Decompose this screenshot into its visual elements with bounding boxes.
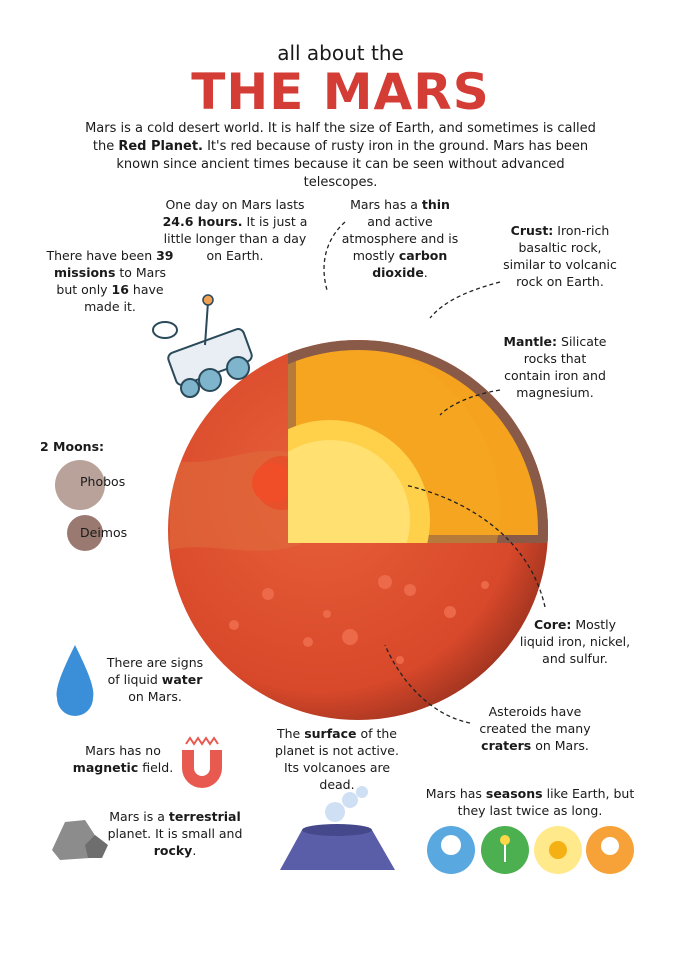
text: There are signs of liquid [106, 655, 204, 687]
text: There have been [46, 248, 157, 263]
magnet-icon [182, 736, 222, 788]
text: field. [138, 760, 174, 775]
bold-text: thin [421, 197, 450, 212]
text: . [192, 843, 197, 858]
moon-label: Phobos [80, 474, 126, 489]
moon-phobos [55, 460, 105, 510]
bold-text: Crust: [510, 223, 554, 238]
text: One day on Mars lasts [165, 197, 305, 212]
bold-text: carbon dioxide [372, 248, 448, 280]
bold-text: Red Planet. [118, 139, 203, 154]
bold-text: surface [304, 726, 357, 741]
text: on Mars. [128, 689, 182, 704]
text: Mars has a [350, 197, 422, 212]
fact-atmosphere: Mars has a thin and active atmosphere an… [340, 196, 460, 281]
pointer-lines [323, 221, 546, 724]
season-icons [427, 826, 634, 874]
text: . [423, 265, 428, 280]
text: planet. It is small and [107, 826, 243, 841]
title: THE MARS [191, 63, 490, 121]
moons-title: 2 Moons: [40, 439, 105, 454]
rocks-icon [52, 820, 108, 860]
fact-terrestrial: Mars is a terrestrial planet. It is smal… [105, 808, 245, 859]
planet-details [170, 340, 548, 664]
text: like Earth, but they last twice as long. [457, 786, 635, 818]
water-icon [56, 645, 94, 716]
bold-text: terrestrial [168, 809, 241, 824]
fact-mantle: Mantle: Silicate rocks that contain iron… [500, 333, 610, 401]
text: It's red because of rusty iron in the gr… [116, 139, 589, 190]
text: have made it. [84, 282, 164, 314]
bold-text: Core: [533, 617, 572, 632]
bold-text: 39 missions [54, 248, 174, 280]
text: Mostly liquid iron, nickel, and sulfur. [519, 617, 631, 666]
fact-seasons: Mars has seasons like Earth, but they la… [425, 785, 635, 819]
moon-label: Deimos [80, 525, 128, 540]
fact-core: Core: Mostly liquid iron, nickel, and su… [515, 616, 635, 667]
text: Mars is a [109, 809, 169, 824]
fact-day: One day on Mars lasts 24.6 hours. It is … [160, 196, 310, 264]
bold-text: 24.6 hours. [162, 214, 243, 229]
fact-water: There are signs of liquid water on Mars. [100, 654, 210, 705]
fact-asteroids: Asteroids have created the many craters … [470, 703, 600, 754]
text: Silicate rocks that contain iron and mag… [504, 334, 607, 400]
bold-text: water [161, 672, 203, 687]
bold-text: 16 [111, 282, 129, 297]
fact-crust: Crust: Iron-rich basaltic rock, similar … [500, 222, 620, 290]
text: Iron-rich basaltic rock, similar to volc… [503, 223, 617, 289]
fact-surface: The surface of the planet is not active.… [272, 725, 402, 793]
bold-text: craters [481, 738, 532, 753]
moon-deimos [67, 515, 103, 551]
bold-text: seasons [485, 786, 543, 801]
intro: Mars is a cold desert world. It is half … [80, 120, 601, 192]
text: Asteroids have created the many [479, 704, 591, 736]
volcano-icon [280, 786, 395, 870]
bold-text: magnetic [72, 760, 139, 775]
text: Mars has [425, 786, 486, 801]
text: and active atmosphere and is mostly [341, 214, 459, 263]
fact-magnetic: Mars has no magnetic field. [68, 742, 178, 776]
text: It is just a little longer than a day on… [163, 214, 308, 263]
bold-text: rocky [153, 843, 193, 858]
text: Mars has no [85, 743, 161, 758]
kicker: all about the [277, 41, 404, 65]
fact-missions: There have been 39 missions to Mars but … [45, 247, 175, 315]
text: on Mars. [531, 738, 589, 753]
text: of the planet is not active. Its volcano… [275, 726, 399, 792]
text: The [276, 726, 305, 741]
bold-text: Mantle: [503, 334, 558, 349]
rover-icon [152, 294, 253, 398]
text: Mars is a cold desert world. It is half … [85, 121, 596, 154]
text: to Mars but only [56, 265, 166, 297]
